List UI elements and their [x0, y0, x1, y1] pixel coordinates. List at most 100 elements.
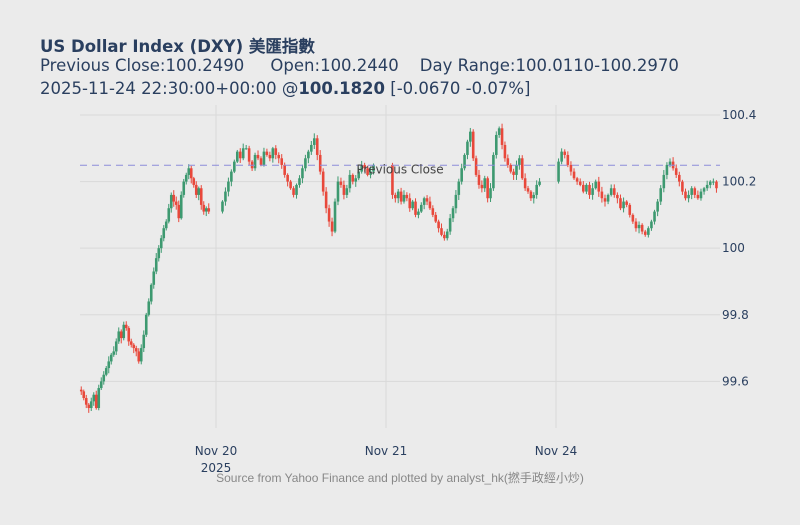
candle-body — [327, 208, 331, 222]
candle — [202, 201, 206, 215]
candle-body — [357, 171, 361, 179]
candle-body — [448, 218, 452, 232]
candle — [112, 346, 116, 357]
candle — [144, 312, 148, 337]
candle-body — [591, 188, 594, 195]
candle — [628, 203, 632, 218]
candle — [149, 283, 153, 305]
candle-body — [443, 234, 446, 239]
candle — [715, 180, 718, 193]
candle — [448, 213, 452, 235]
candle-body — [292, 188, 295, 195]
candle-body — [89, 401, 93, 409]
candle — [454, 190, 458, 214]
candle — [324, 187, 328, 214]
candle-body — [363, 164, 366, 169]
candle-body — [603, 198, 607, 202]
candle-body — [650, 221, 653, 229]
candle — [431, 205, 435, 218]
candle — [127, 326, 131, 346]
candle — [107, 356, 111, 374]
candle-body — [422, 198, 426, 205]
candle — [102, 371, 106, 385]
candle — [99, 377, 103, 391]
candle — [699, 188, 703, 201]
candle-body — [437, 221, 440, 229]
candle-body — [391, 164, 394, 195]
candle — [494, 131, 498, 159]
candle-body — [179, 194, 183, 219]
candle — [187, 164, 191, 180]
candle-body — [509, 164, 513, 172]
quote-change: [-0.0670 -0.07%] — [385, 79, 531, 98]
candle — [708, 180, 712, 189]
candle — [366, 165, 369, 177]
candle — [469, 127, 472, 147]
candle — [321, 168, 325, 196]
candle-body — [127, 328, 131, 342]
candle — [132, 343, 136, 354]
candle-body — [431, 208, 435, 215]
candle — [271, 146, 275, 163]
candle — [207, 203, 211, 214]
candle — [292, 186, 295, 198]
candle — [122, 321, 126, 341]
candle — [265, 148, 269, 157]
candle-body — [492, 154, 495, 189]
candle — [419, 202, 423, 213]
price-stats-line: Previous Close:100.2490 Open:100.2440 Da… — [40, 56, 679, 75]
candle — [369, 166, 372, 179]
candle-body — [662, 174, 666, 189]
candle — [342, 180, 346, 200]
candles — [79, 123, 718, 413]
candle-body — [535, 184, 538, 195]
candle — [693, 186, 697, 199]
candle-body — [84, 398, 88, 405]
source-note: Source from Yahoo Finance and plotted by… — [216, 471, 584, 485]
candle-body — [301, 168, 304, 179]
candle — [640, 223, 644, 235]
candle — [594, 179, 598, 190]
candle-body — [298, 178, 301, 185]
candle-body — [159, 238, 163, 249]
candle-body — [616, 194, 619, 199]
candle-body — [184, 174, 188, 182]
candle-body — [609, 188, 613, 195]
candle-body — [628, 204, 632, 215]
candle-body — [124, 324, 128, 329]
candle-body — [619, 198, 622, 209]
candle-body — [520, 158, 524, 179]
candle — [506, 154, 510, 168]
candle-body — [460, 168, 463, 182]
candle-body — [532, 194, 536, 199]
candle-body — [631, 214, 635, 222]
candle — [616, 192, 619, 204]
candle-body — [538, 181, 541, 185]
candle-body — [256, 154, 260, 159]
candle — [92, 392, 96, 406]
candle — [500, 123, 504, 150]
candle — [172, 190, 176, 207]
candle — [169, 192, 173, 213]
candle — [457, 178, 461, 201]
candle — [414, 198, 417, 218]
candle — [422, 196, 426, 210]
candle-body — [506, 158, 510, 165]
candle — [109, 352, 113, 365]
candle — [440, 223, 443, 237]
candle — [354, 175, 358, 187]
candle — [588, 181, 591, 199]
candle-body — [283, 164, 286, 175]
y-tick-label: 100 — [722, 241, 745, 255]
candle-body — [665, 164, 669, 175]
candle-body — [612, 188, 616, 195]
x-tick-label: Nov 24 — [535, 444, 578, 458]
candle — [129, 338, 133, 348]
candle-body — [394, 194, 397, 199]
candle — [569, 161, 573, 176]
candle — [460, 163, 463, 185]
candle — [174, 196, 178, 210]
candle-body — [333, 201, 337, 232]
candle — [489, 183, 492, 203]
candle — [405, 192, 409, 202]
